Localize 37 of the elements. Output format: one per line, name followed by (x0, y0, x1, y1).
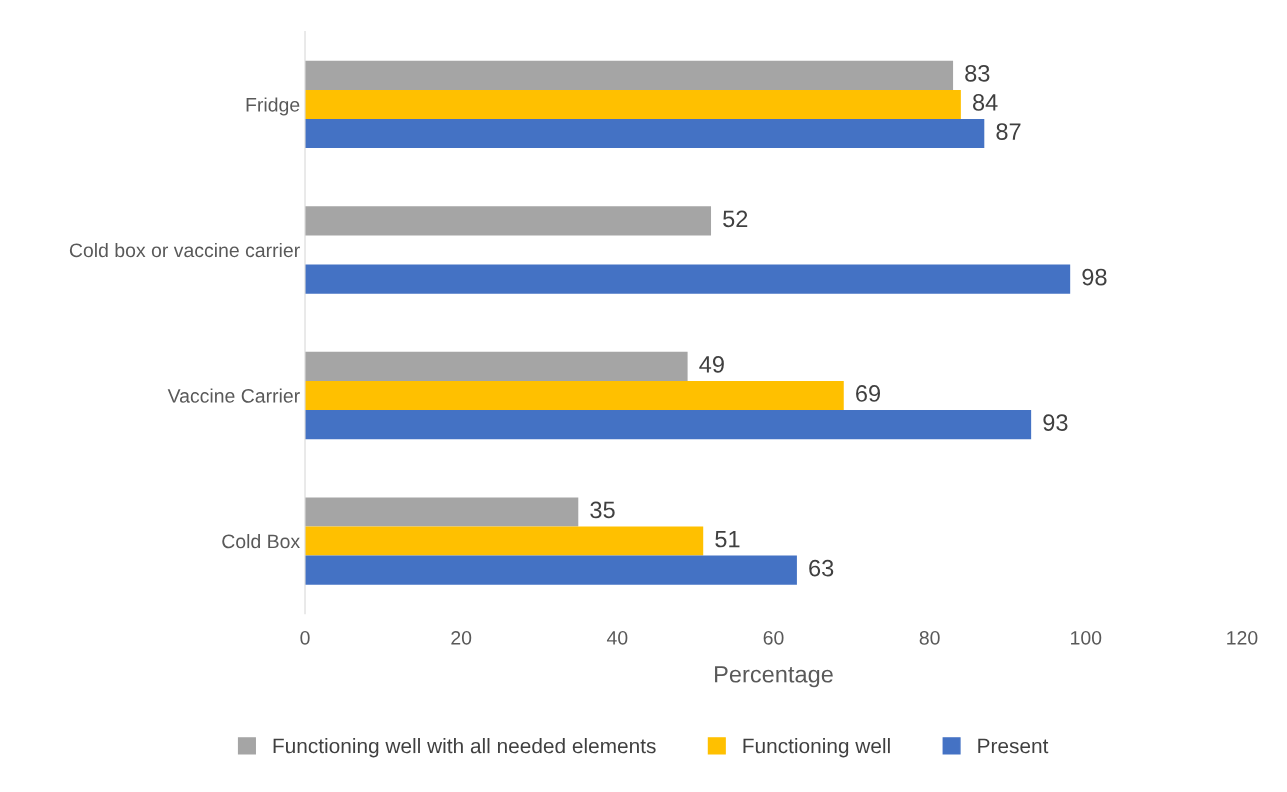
bar (305, 264, 1071, 294)
bar (305, 89, 961, 119)
data-label: 35 (590, 501, 615, 519)
data-label: 52 (723, 210, 748, 228)
bar (305, 555, 797, 585)
legend-label: Functioning well (743, 737, 890, 758)
x-tick-label: 100 (1071, 630, 1102, 645)
y-tick-label: Fridge (246, 97, 300, 116)
data-label: 87 (996, 123, 1021, 140)
data-label: 69 (856, 385, 881, 402)
bar (305, 526, 704, 556)
bar (305, 119, 985, 149)
x-tick-label: 40 (606, 630, 628, 645)
y-tick-label: Cold box or vaccine carrier (69, 242, 300, 258)
bar (305, 410, 1032, 440)
legend-label: Functioning well with all needed elements (273, 737, 656, 758)
bar (305, 60, 954, 90)
x-tick-label: 0 (300, 630, 310, 645)
x-tick-label: 60 (763, 630, 784, 645)
bar (305, 497, 579, 527)
data-label: 84 (973, 94, 998, 111)
bar (305, 380, 844, 411)
data-label: 98 (1082, 268, 1107, 286)
data-label: 83 (965, 64, 990, 82)
x-axis-title: Percentage (715, 666, 833, 688)
bar (305, 206, 712, 236)
data-label: 51 (715, 530, 740, 548)
legend-label: Present (978, 738, 1049, 754)
data-label: 93 (1043, 414, 1068, 431)
y-tick-label: Vaccine Carrier (167, 388, 300, 403)
data-label: 49 (699, 356, 724, 373)
x-tick-label: 20 (451, 630, 472, 645)
data-label: 63 (809, 559, 834, 577)
x-tick-label: 120 (1227, 630, 1258, 645)
x-tick-label: 80 (919, 630, 940, 645)
bar (305, 351, 688, 381)
y-tick-label: Cold Box (222, 533, 300, 549)
